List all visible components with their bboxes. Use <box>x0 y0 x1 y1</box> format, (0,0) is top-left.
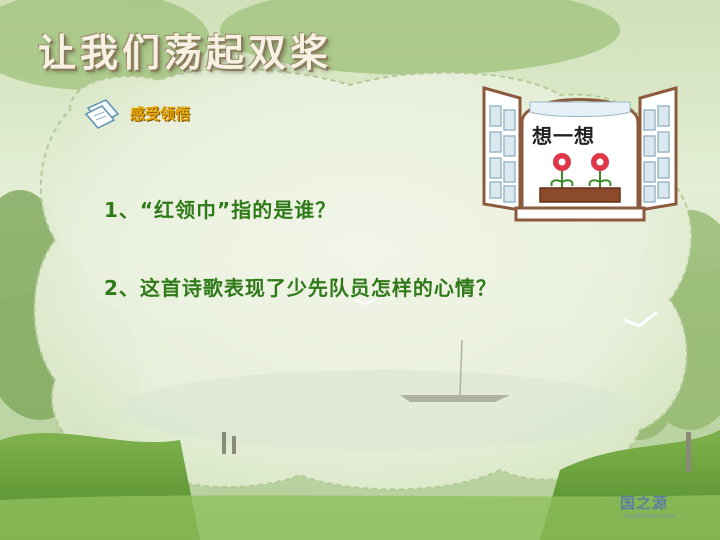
watermark-logo-sub: GuoZhiYuan.com <box>624 513 675 520</box>
section-tag: 感受领悟 <box>84 96 190 130</box>
window-flowers-icon <box>482 86 678 222</box>
section-label: 感受领悟 <box>130 104 191 123</box>
paper-note-icon <box>84 99 120 129</box>
slide-title: 让我们荡起双桨 <box>38 30 333 75</box>
question-1: 1、“红领巾”指的是谁？ <box>104 198 337 222</box>
think-label: 想一想 <box>532 124 595 148</box>
watermark-logo: 国之源 <box>620 494 669 512</box>
window-illustration <box>482 82 678 226</box>
question-2: 2、这首诗歌表现了少先队员怎样的心情？ <box>104 276 497 300</box>
